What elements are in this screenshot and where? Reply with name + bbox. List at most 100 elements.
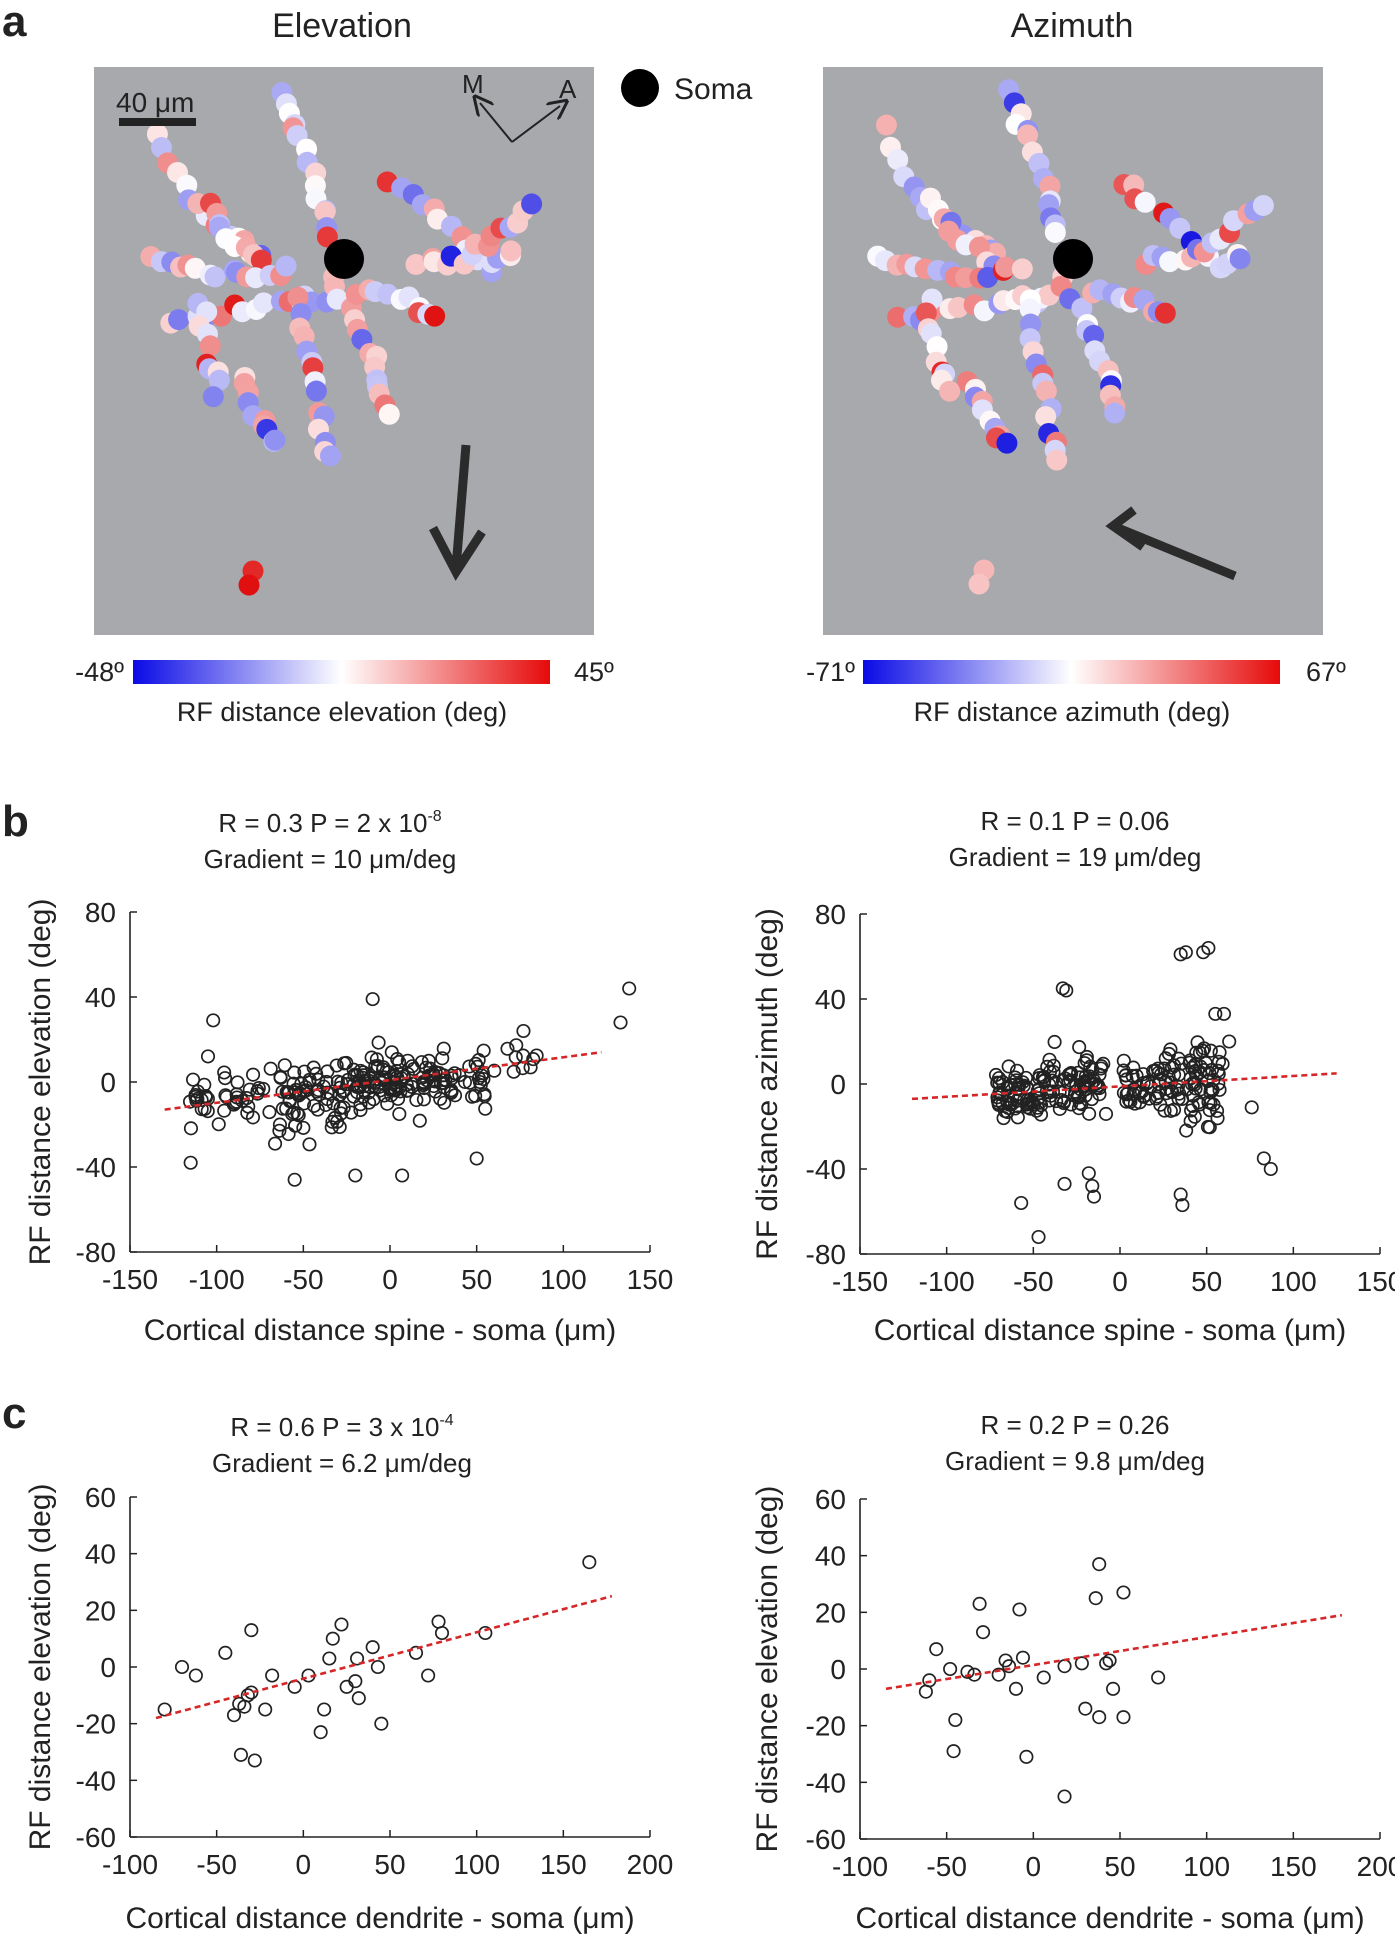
data-point	[287, 1679, 302, 1694]
data-point	[320, 1064, 335, 1079]
data-point	[408, 1645, 424, 1660]
data-point	[1057, 1659, 1072, 1674]
data-point	[1210, 1111, 1225, 1126]
data-point	[1092, 1557, 1107, 1572]
elevation-colorbar-min: -48º	[75, 657, 124, 687]
data-point	[1163, 1103, 1178, 1118]
data-point	[355, 1070, 370, 1085]
data-point	[476, 1043, 491, 1058]
stat-line-2: Gradient = 6.2 μm/deg	[212, 1448, 472, 1478]
x-tick-label: -50	[1013, 1266, 1053, 1297]
y-tick-label: 0	[830, 1654, 846, 1685]
data-point	[506, 1064, 521, 1079]
data-point	[353, 1063, 368, 1078]
data-point	[1171, 1091, 1186, 1106]
data-point	[976, 1625, 991, 1640]
spine-dot	[305, 380, 327, 402]
azimuth-map-soma	[1053, 239, 1093, 279]
data-point	[1208, 1006, 1223, 1021]
x-tick-label: 100	[1183, 1851, 1230, 1882]
data-point	[1081, 1166, 1096, 1181]
spine-dot	[378, 403, 400, 425]
data-point	[1098, 1106, 1114, 1121]
data-point	[240, 1688, 255, 1703]
data-point	[1042, 1052, 1057, 1067]
data-point	[1118, 1068, 1133, 1083]
panel-letter-b: b	[2, 797, 29, 846]
stat-exponent: -4	[439, 1412, 453, 1429]
data-point	[437, 1095, 452, 1110]
data-point	[1088, 1076, 1103, 1092]
spine-dot	[1011, 258, 1033, 280]
spine-dot	[1046, 449, 1068, 471]
x-tick-label: -50	[196, 1849, 236, 1880]
data-point	[392, 1106, 407, 1122]
data-point	[1072, 1040, 1087, 1055]
x-tick-label: 0	[382, 1264, 398, 1295]
data-point	[217, 1065, 232, 1080]
panel-letter-c: c	[2, 1389, 26, 1438]
azimuth-colorbar-max: 67º	[1306, 657, 1346, 687]
spine-dot	[500, 240, 522, 262]
data-point	[370, 1659, 385, 1675]
y-tick-label: 80	[815, 899, 846, 930]
data-point	[1136, 1075, 1151, 1091]
data-point	[516, 1023, 531, 1039]
spine-dot	[947, 296, 969, 318]
data-point	[206, 1013, 221, 1028]
data-point	[365, 992, 380, 1007]
x-tick-label: -100	[102, 1849, 158, 1880]
x-tick-label: 200	[627, 1849, 674, 1880]
data-point	[1012, 1602, 1027, 1617]
data-point	[211, 1117, 226, 1132]
data-point	[302, 1072, 317, 1087]
x-axis-label: Cortical distance spine - soma (μm)	[144, 1314, 616, 1347]
soma-legend-label: Soma	[674, 73, 753, 106]
data-point	[988, 1067, 1004, 1083]
spine-dot	[1154, 302, 1176, 324]
spine-dot	[887, 306, 909, 328]
data-point	[1019, 1749, 1034, 1764]
spine-dot	[939, 380, 961, 402]
y-tick-label: 0	[100, 1067, 116, 1098]
soma-legend: Soma	[621, 69, 753, 107]
data-point	[287, 1172, 302, 1187]
data-point	[244, 1685, 259, 1700]
data-point	[1057, 1176, 1072, 1191]
data-point	[1157, 1103, 1172, 1118]
data-point	[1203, 1043, 1218, 1058]
data-point	[436, 1068, 451, 1083]
data-point	[1084, 1076, 1099, 1091]
y-tick-label: 60	[815, 1484, 846, 1515]
orientation-arrows	[480, 103, 560, 143]
x-tick-label: 0	[296, 1849, 312, 1880]
data-point	[251, 1081, 266, 1096]
azimuth-map	[823, 67, 1323, 635]
data-point	[1049, 1075, 1064, 1090]
data-point	[1047, 1034, 1062, 1050]
spine-dot	[424, 305, 446, 327]
scatter-plot-b-right: R = 0.1 P = 0.06 Gradient = 19 μm/deg -150…	[751, 806, 1395, 1347]
data-point	[1099, 1656, 1114, 1671]
data-point	[262, 1105, 277, 1120]
y-tick-label: 60	[85, 1482, 116, 1513]
data-point	[183, 1155, 198, 1170]
spine-dot	[1134, 191, 1156, 213]
x-axis-label: Cortical distance dendrite - soma (μm)	[125, 1902, 634, 1935]
panel-letter-a: a	[2, 0, 27, 46]
y-tick-label: 0	[100, 1652, 116, 1683]
scatter-plot-c-right: R = 0.2 P = 0.26 Gradient = 9.8 μm/deg -10…	[751, 1410, 1395, 1935]
data-point	[380, 1096, 395, 1111]
data-point	[1088, 1591, 1103, 1606]
data-point	[991, 1667, 1006, 1682]
data-point	[339, 1679, 354, 1694]
spine-dot	[995, 256, 1017, 278]
spine-dot	[199, 335, 221, 357]
x-tick-label: 50	[374, 1849, 405, 1880]
data-point	[351, 1691, 366, 1706]
x-tick-label: -150	[832, 1266, 888, 1297]
azimuth-colorbar-min: -71º	[806, 657, 855, 687]
data-point	[434, 1625, 450, 1641]
data-point	[228, 1096, 243, 1111]
data-point	[1189, 1045, 1204, 1060]
